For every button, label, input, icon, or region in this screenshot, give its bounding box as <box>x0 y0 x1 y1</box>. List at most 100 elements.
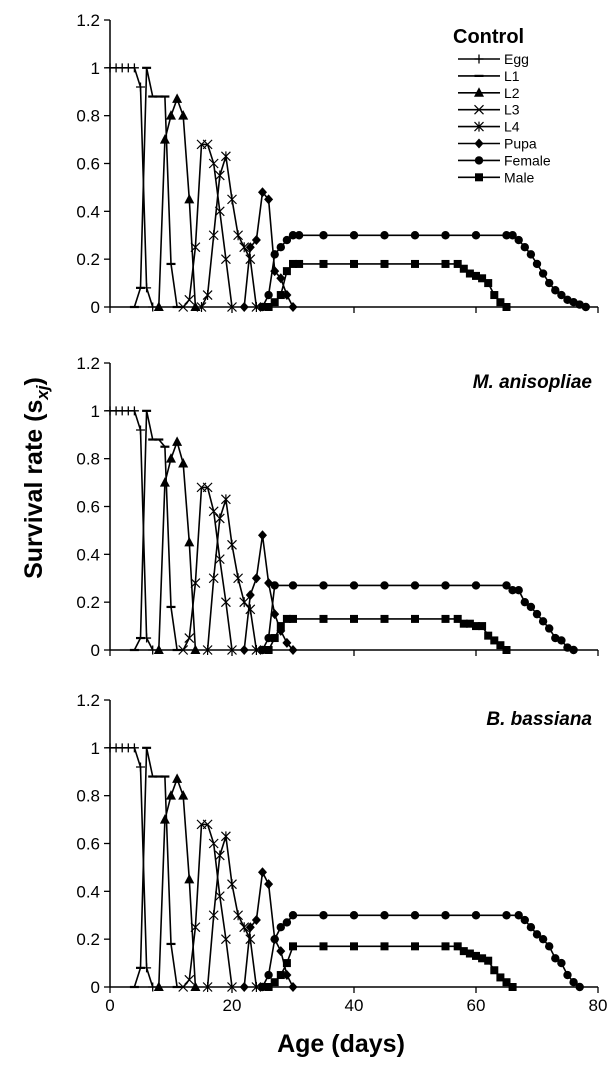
data-point <box>350 259 358 268</box>
data-point <box>264 290 273 300</box>
data-point <box>380 911 389 920</box>
data-point <box>214 891 225 902</box>
data-point <box>166 110 176 120</box>
data-point <box>441 581 450 590</box>
legend-entry-egg: Egg <box>458 51 529 67</box>
data-point <box>245 922 255 933</box>
data-point <box>349 581 359 590</box>
data-point <box>159 477 170 487</box>
data-point <box>148 302 158 312</box>
data-point <box>245 589 255 600</box>
data-point <box>202 819 213 830</box>
data-point <box>508 586 517 595</box>
legend-entry-pupa: Pupa <box>458 136 537 152</box>
series-egg <box>105 63 158 312</box>
legend-label: Egg <box>504 51 529 67</box>
data-point <box>472 271 480 280</box>
series-l1 <box>129 66 182 309</box>
data-point <box>239 922 250 933</box>
series-egg <box>105 406 158 655</box>
data-point <box>538 617 548 626</box>
data-point <box>184 294 195 305</box>
data-point <box>251 235 261 246</box>
data-point <box>289 614 297 623</box>
legend-label: Female <box>504 152 551 168</box>
data-point <box>276 243 285 252</box>
data-point <box>227 302 237 312</box>
data-point <box>258 867 267 878</box>
data-point <box>136 762 145 772</box>
data-point <box>208 910 219 921</box>
data-point <box>319 614 328 623</box>
y-tick-label: 0.8 <box>76 107 100 126</box>
y-tick-label: 0 <box>91 978 100 997</box>
series-l4 <box>196 151 262 312</box>
data-point <box>319 581 328 590</box>
data-point <box>172 93 183 103</box>
y-tick-label: 0.6 <box>76 155 100 174</box>
data-point <box>129 406 139 416</box>
data-point <box>220 831 231 842</box>
data-point <box>581 302 590 312</box>
y-tick-label: 1.2 <box>76 354 100 373</box>
y-tick-label: 1.2 <box>76 691 100 710</box>
series-l2 <box>153 93 201 311</box>
data-point <box>166 790 176 800</box>
data-point <box>251 645 262 655</box>
data-point <box>490 966 499 975</box>
series-male <box>264 942 517 991</box>
data-point <box>227 194 237 205</box>
series-male <box>264 614 511 654</box>
data-point <box>202 139 213 150</box>
panel-2: 0 0.2 0.4 0.6 0.8 1 1.2 M. anisopliae <box>76 354 599 660</box>
data-point <box>380 259 389 268</box>
data-point <box>545 278 554 288</box>
data-point <box>502 231 511 240</box>
data-point <box>288 581 298 590</box>
data-point <box>190 578 201 588</box>
data-point <box>551 954 560 963</box>
data-point <box>251 573 261 584</box>
data-point <box>295 259 304 268</box>
data-point <box>478 954 487 963</box>
panel-title: B. bassiana <box>486 709 592 730</box>
data-point <box>178 110 189 120</box>
series-l2 <box>153 773 201 991</box>
panel-3: 0 0.2 0.4 0.6 0.8 1 1.2 0 20 40 60 80 B. bassiana <box>76 691 607 1015</box>
data-point <box>289 259 297 268</box>
legend-label: L1 <box>504 68 520 84</box>
data-point <box>484 279 493 288</box>
data-point <box>282 918 292 927</box>
data-point <box>270 978 279 987</box>
data-point <box>526 602 536 612</box>
y-tick-label: 0.8 <box>76 450 100 469</box>
y-axis-label: Survival rate (sxj) <box>20 377 52 579</box>
data-point <box>136 82 145 92</box>
data-point <box>545 624 554 633</box>
legend-entry-female: Female <box>458 152 551 168</box>
data-point <box>264 633 273 643</box>
legend-marker <box>474 54 484 64</box>
data-point <box>258 530 267 541</box>
data-point <box>258 302 267 312</box>
data-point <box>410 911 420 920</box>
y-tick-label: 0.4 <box>76 202 100 221</box>
data-point <box>220 494 231 505</box>
data-point <box>282 267 291 276</box>
data-point <box>478 274 487 283</box>
data-point <box>264 879 274 890</box>
data-point <box>159 814 170 824</box>
data-point <box>258 187 267 198</box>
legend-label: Male <box>504 169 535 185</box>
data-point <box>496 298 505 307</box>
data-point <box>526 923 536 932</box>
data-point <box>136 425 145 435</box>
series-l2 <box>153 436 201 654</box>
data-point <box>148 645 158 655</box>
y-tick-label: 1.2 <box>76 11 100 30</box>
series-line <box>261 234 587 308</box>
data-point <box>350 942 358 951</box>
data-point <box>490 636 499 645</box>
y-tick-label: 1 <box>91 739 100 758</box>
data-point <box>514 235 523 245</box>
